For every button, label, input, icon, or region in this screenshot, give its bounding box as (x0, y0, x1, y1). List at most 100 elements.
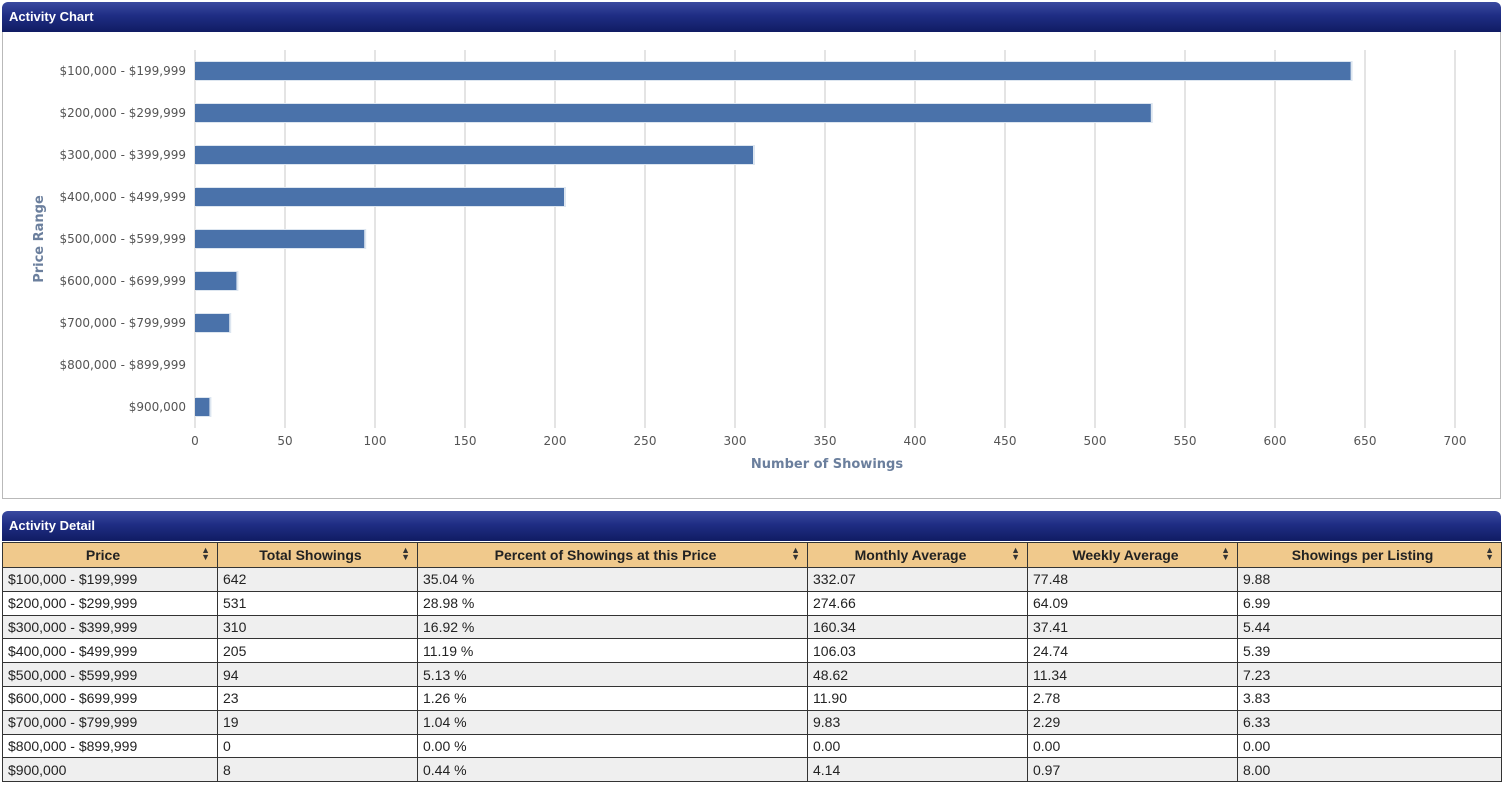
x-tick-label: 100 (364, 434, 387, 448)
sort-up-down-icon[interactable]: ▲ ▼ (1485, 545, 1494, 562)
y-category-label: $900,000 (129, 400, 186, 414)
table-cell: 6.33 (1237, 709, 1502, 735)
bar (195, 314, 230, 332)
table-cell: 205 (217, 638, 418, 664)
table-row: $900,000 8 0.44 % 4.14 0.97 8.00 (2, 757, 1502, 783)
sort-up-down-icon[interactable]: ▲ ▼ (401, 545, 410, 562)
bar (195, 146, 753, 164)
x-tick-label: 200 (544, 434, 567, 448)
table-cell: $600,000 - $699,999 (2, 685, 218, 711)
y-category-label: $300,000 - $399,999 (60, 148, 186, 162)
table-cell: 0.00 (1237, 733, 1502, 759)
bar (195, 398, 210, 416)
y-category-label: $200,000 - $299,999 (60, 106, 186, 120)
table-cell: 9.83 (807, 709, 1028, 735)
table-cell: 5.13 % (417, 662, 808, 687)
x-tick-label: 300 (724, 434, 747, 448)
x-tick-label: 500 (1084, 434, 1107, 448)
x-tick-label: 650 (1354, 434, 1377, 448)
x-tick-label: 700 (1444, 434, 1467, 448)
column-header-sortable[interactable]: Monthly Average ▲ ▼ (807, 542, 1028, 568)
x-axis-title: Number of Showings (751, 457, 903, 472)
bar (195, 104, 1151, 122)
table-cell: 5.44 (1237, 614, 1502, 640)
column-header-sortable[interactable]: Showings per Listing ▲ ▼ (1237, 542, 1502, 568)
table-cell: 5.39 (1237, 638, 1502, 664)
x-tick-label: 50 (277, 434, 292, 448)
table-cell: 274.66 (807, 590, 1028, 616)
table-cell: 23 (217, 685, 418, 711)
column-header-label: Showings per Listing (1291, 547, 1434, 563)
y-category-label: $500,000 - $599,999 (60, 232, 186, 246)
table-cell: 48.62 (807, 662, 1028, 687)
table-row: $400,000 - $499,999 205 11.19 % 106.03 24.74… (2, 638, 1502, 664)
table-cell: 19 (217, 709, 418, 735)
x-tick-label: 350 (814, 434, 837, 448)
column-header-label: Monthly Average (854, 547, 967, 563)
table-cell: 2.78 (1027, 685, 1238, 711)
table-cell: 160.34 (807, 614, 1028, 640)
activity-chart-panel: 0 50 100 150 200 250 300 350 400 450 500 550 600 650 7… (2, 32, 1501, 499)
activity-detail-header: Activity Detail (2, 511, 1501, 541)
table-cell: 11.90 (807, 685, 1028, 711)
column-header-sortable[interactable]: Total Showings ▲ ▼ (217, 542, 418, 568)
table-cell: 8 (217, 757, 418, 783)
y-category-label: $400,000 - $499,999 (60, 190, 186, 204)
sort-up-down-icon[interactable]: ▲ ▼ (201, 545, 210, 562)
activity-detail-table: Price ▲ ▼ Total Showings ▲ ▼ Percent of Showin… (2, 542, 1502, 783)
column-header-sortable[interactable]: Percent of Showings at this Price ▲ ▼ (417, 542, 808, 568)
activity-bar-chart: 0 50 100 150 200 250 300 350 400 450 500 550 600 650 7… (32, 50, 1467, 472)
y-category-label: $800,000 - $899,999 (60, 358, 186, 372)
table-cell: 2.29 (1027, 709, 1238, 735)
table-cell: 332.07 (807, 567, 1028, 592)
x-tick-label: 400 (904, 434, 927, 448)
table-header-row: Price ▲ ▼ Total Showings ▲ ▼ Percent of Showin… (2, 542, 1502, 568)
table-row: $700,000 - $799,999 19 1.04 % 9.83 2.29 6.33 (2, 709, 1502, 735)
sort-up-down-icon[interactable]: ▲ ▼ (1011, 545, 1020, 562)
table-cell: $800,000 - $899,999 (2, 733, 218, 759)
table-row: $800,000 - $899,999 0 0.00 % 0.00 0.00 0.00 (2, 733, 1502, 759)
column-header-sortable[interactable]: Weekly Average ▲ ▼ (1027, 542, 1238, 568)
x-tick-label: 550 (1174, 434, 1197, 448)
table-cell: $500,000 - $599,999 (2, 662, 218, 687)
table-cell: 35.04 % (417, 567, 808, 592)
table-cell: 7.23 (1237, 662, 1502, 687)
column-header-label: Percent of Showings at this Price (494, 547, 717, 563)
bar (195, 230, 365, 248)
x-tick-label: 600 (1264, 434, 1287, 448)
table-cell: 64.09 (1027, 590, 1238, 616)
x-tick-label: 150 (454, 434, 477, 448)
table-row: $600,000 - $699,999 23 1.26 % 11.90 2.78 3.83 (2, 685, 1502, 711)
table-cell: 16.92 % (417, 614, 808, 640)
table-cell: 28.98 % (417, 590, 808, 616)
table-cell: $200,000 - $299,999 (2, 590, 218, 616)
table-cell: 77.48 (1027, 567, 1238, 592)
table-cell: 0.44 % (417, 757, 808, 783)
table-cell: 37.41 (1027, 614, 1238, 640)
table-cell: $400,000 - $499,999 (2, 638, 218, 664)
table-cell: 24.74 (1027, 638, 1238, 664)
table-row: $500,000 - $599,999 94 5.13 % 48.62 11.34 7.2… (2, 662, 1502, 687)
table-cell: 1.04 % (417, 709, 808, 735)
table-cell: 310 (217, 614, 418, 640)
x-tick-label: 450 (994, 434, 1017, 448)
bar (195, 272, 237, 290)
table-cell: 0.00 (807, 733, 1028, 759)
column-header-label: Weekly Average (1072, 547, 1179, 563)
y-axis-title: Price Range (32, 195, 47, 283)
sort-up-down-icon[interactable]: ▲ ▼ (1221, 545, 1230, 562)
y-category-label: $700,000 - $799,999 (60, 316, 186, 330)
table-cell: 106.03 (807, 638, 1028, 664)
sort-up-down-icon[interactable]: ▲ ▼ (791, 545, 800, 562)
y-category-label: $600,000 - $699,999 (60, 274, 186, 288)
table-cell: $900,000 (2, 757, 218, 783)
table-cell: $300,000 - $399,999 (2, 614, 218, 640)
table-cell: 0.00 (1027, 733, 1238, 759)
bar (195, 62, 1351, 80)
table-body: $100,000 - $199,999 642 35.04 % 332.07 77.48… (2, 567, 1502, 783)
column-header-label: Price (85, 547, 121, 563)
table-cell: 4.14 (807, 757, 1028, 783)
table-row: $200,000 - $299,999 531 28.98 % 274.66 64.09… (2, 590, 1502, 616)
table-row: $300,000 - $399,999 310 16.92 % 160.34 37.41… (2, 614, 1502, 640)
column-header-sortable[interactable]: Price ▲ ▼ (2, 542, 218, 568)
